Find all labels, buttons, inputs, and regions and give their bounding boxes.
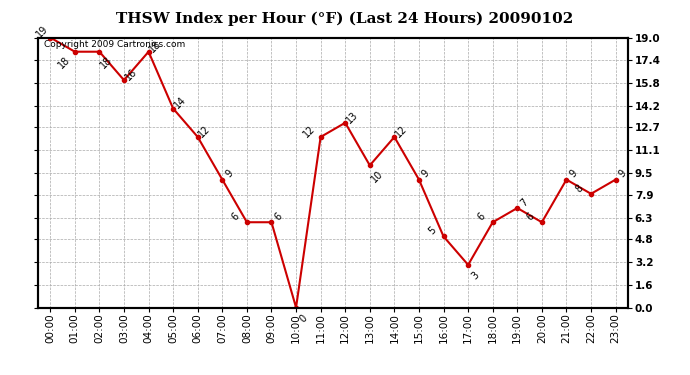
Text: 18: 18 [99,55,115,71]
Text: 9: 9 [224,168,235,180]
Text: 12: 12 [197,123,213,140]
Text: 9: 9 [568,168,579,180]
Text: THSW Index per Hour (°F) (Last 24 Hours) 20090102: THSW Index per Hour (°F) (Last 24 Hours)… [117,11,573,26]
Text: 19: 19 [34,24,50,40]
Text: 13: 13 [344,110,360,125]
Text: 18: 18 [56,55,72,71]
Text: 9: 9 [420,168,432,180]
Text: 10: 10 [369,169,384,184]
Text: 16: 16 [123,67,139,82]
Text: 6: 6 [525,211,536,222]
Text: 6: 6 [273,211,284,222]
Text: 0: 0 [297,313,308,324]
Text: 6: 6 [476,211,487,222]
Text: 14: 14 [172,95,188,111]
Text: 7: 7 [518,197,530,208]
Text: 9: 9 [617,168,629,180]
Text: 3: 3 [469,270,481,282]
Text: Copyright 2009 Cartronics.com: Copyright 2009 Cartronics.com [44,40,185,49]
Text: 12: 12 [302,123,317,140]
Text: 18: 18 [148,38,164,54]
Text: 6: 6 [230,211,241,222]
Text: 8: 8 [574,183,586,194]
Text: 12: 12 [393,123,409,140]
Text: 5: 5 [426,225,438,237]
